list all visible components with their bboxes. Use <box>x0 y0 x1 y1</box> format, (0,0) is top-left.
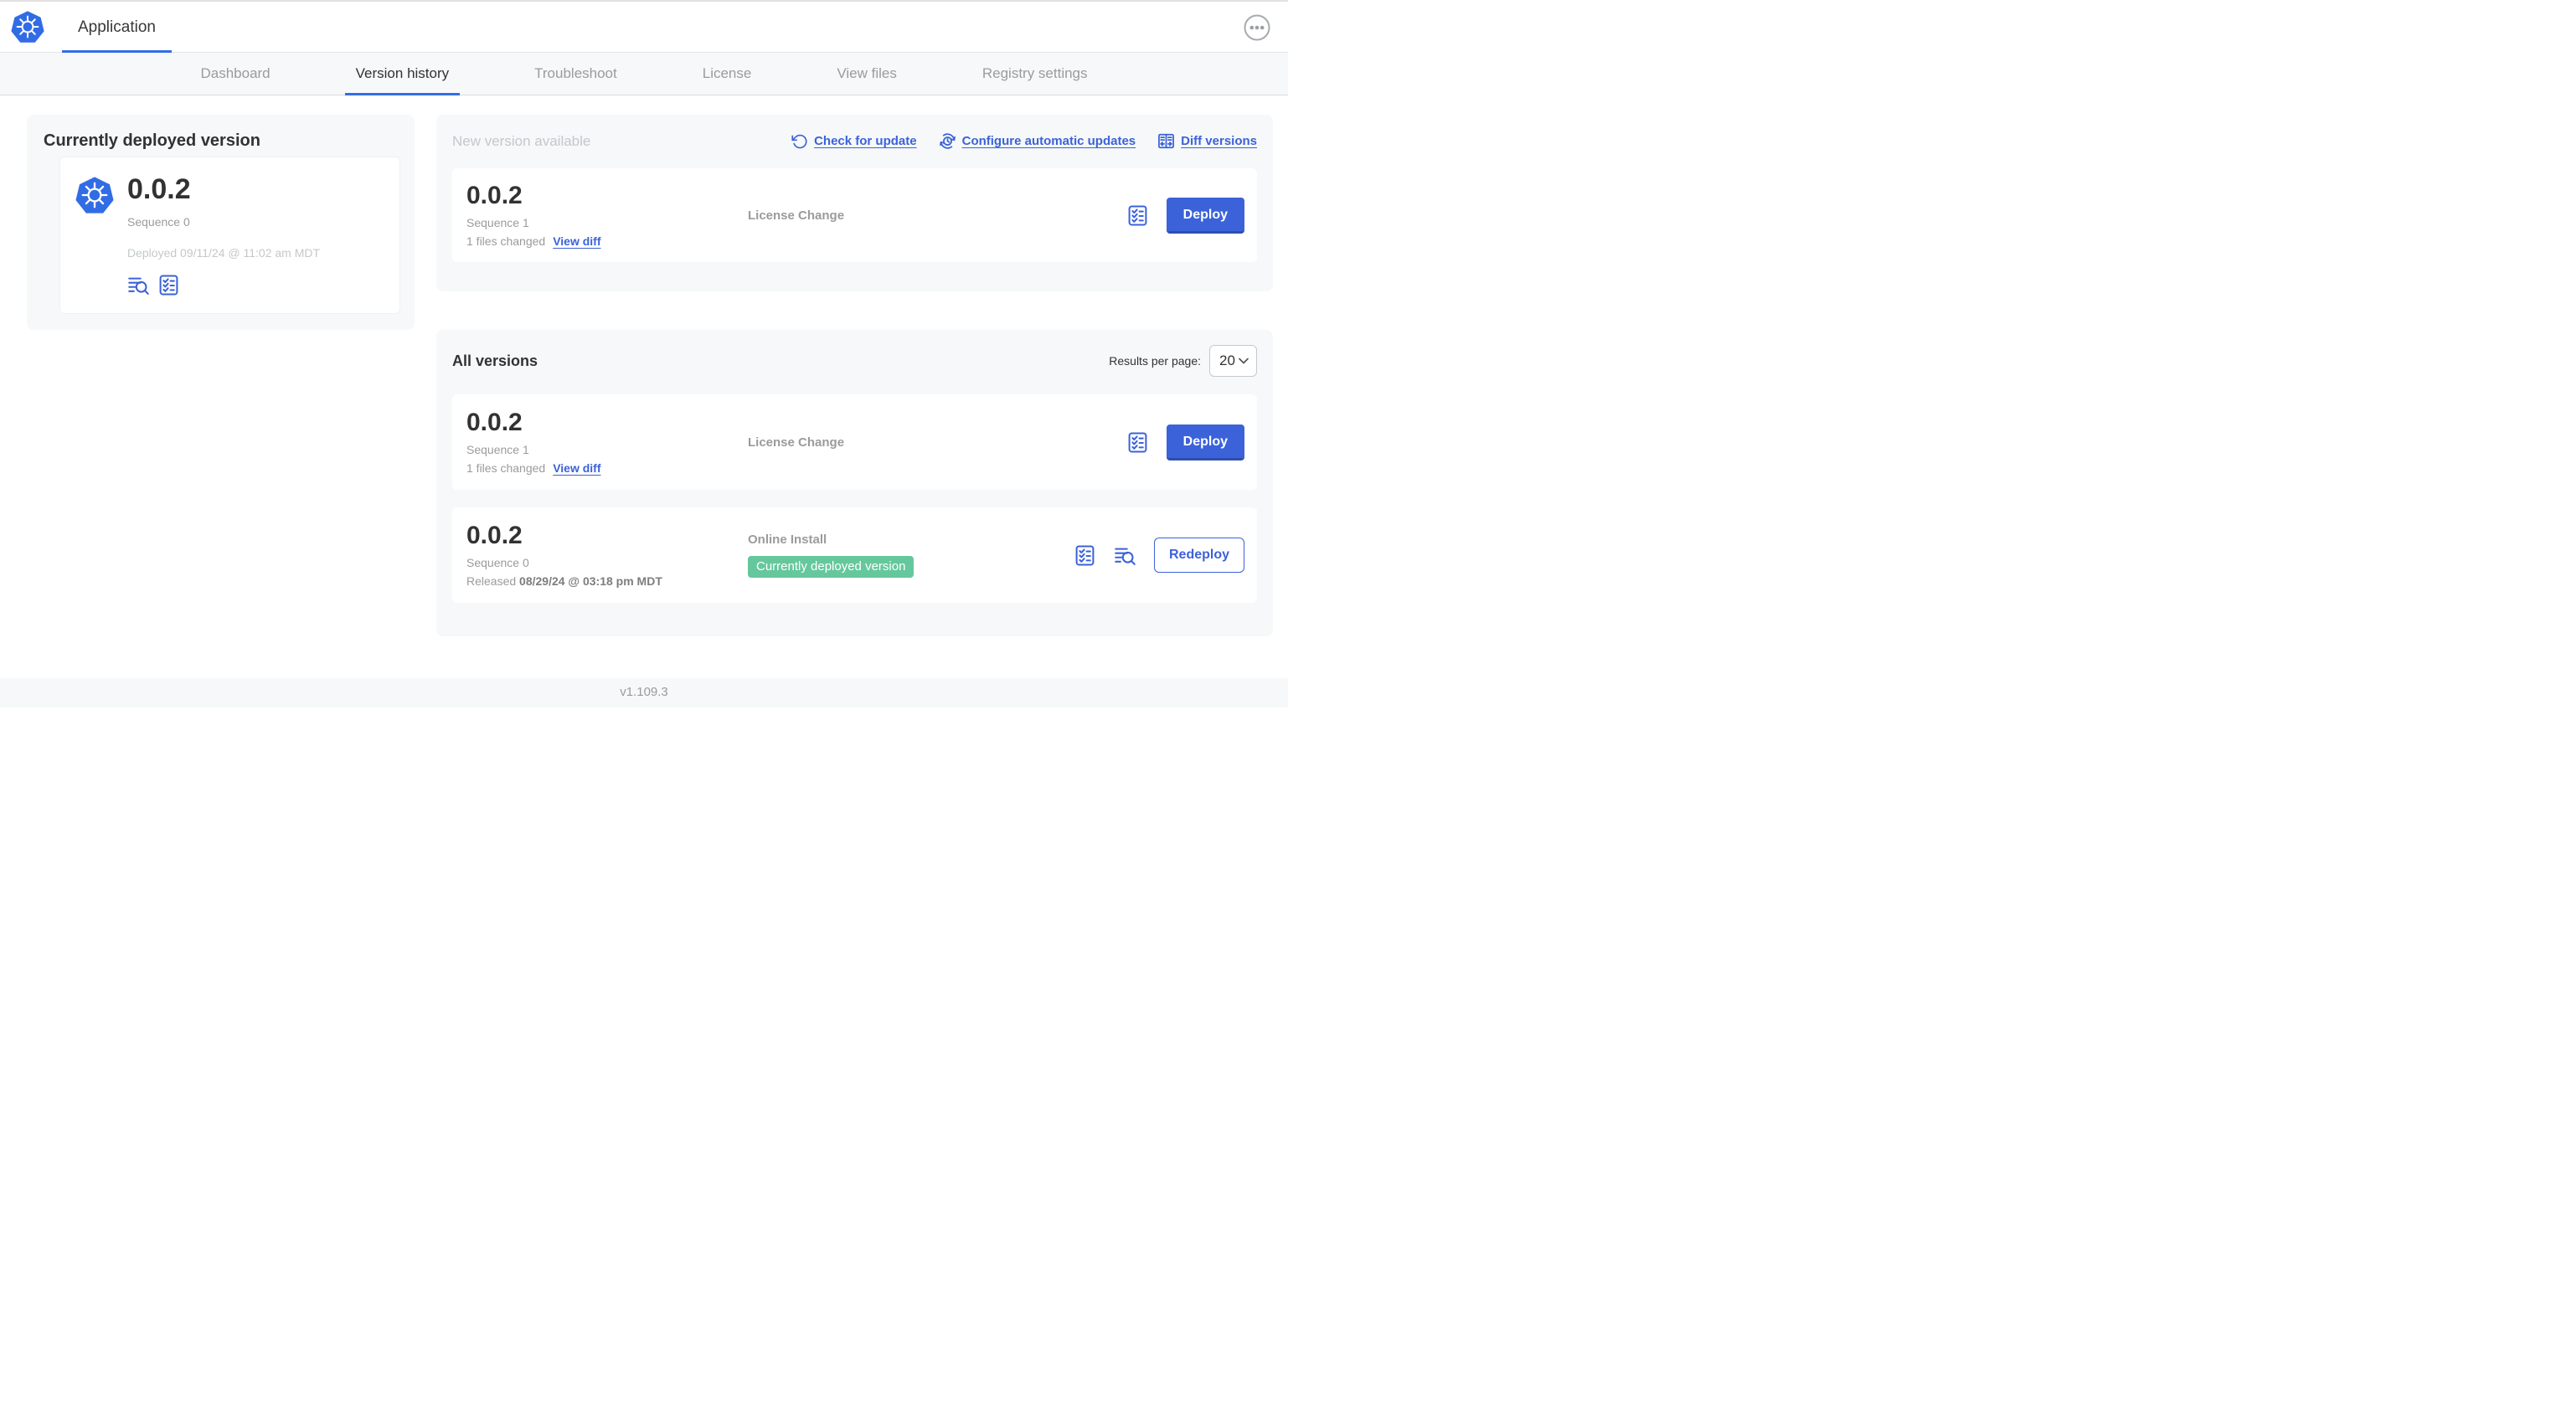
currently-deployed-title: Currently deployed version <box>44 131 260 150</box>
new-version-panel: New version available Check for update <box>436 115 1273 291</box>
currently-deployed-badge: Currently deployed version <box>748 556 914 578</box>
view-logs-icon-button[interactable] <box>1114 544 1136 567</box>
tab-registry-settings[interactable]: Registry settings <box>981 65 1088 81</box>
app-header: Application <box>0 0 1288 53</box>
version-number: 0.0.2 <box>466 409 523 436</box>
release-source-label: License Change <box>748 208 845 223</box>
version-number: 0.0.2 <box>466 182 523 209</box>
checklist-icon <box>1128 204 1147 226</box>
diff-icon <box>1158 133 1175 149</box>
checklist-icon <box>159 275 178 296</box>
app-subnav: Dashboard Version history Troubleshoot L… <box>0 53 1288 95</box>
version-number: 0.0.2 <box>466 522 523 549</box>
tab-troubleshoot[interactable]: Troubleshoot <box>534 65 617 81</box>
kubernetes-logo-icon <box>11 11 44 43</box>
app-title-active-underline <box>62 50 172 53</box>
currently-deployed-panel: Currently deployed version 0.0.2 <box>27 115 415 330</box>
released-timestamp: Released 08/29/24 @ 03:18 pm MDT <box>466 574 662 588</box>
sequence-label: Sequence 0 <box>466 556 529 569</box>
sequence-label: Sequence 1 <box>466 443 529 456</box>
checklist-icon <box>1075 544 1095 566</box>
diff-versions-link[interactable]: Diff versions <box>1157 132 1257 150</box>
tab-dashboard[interactable]: Dashboard <box>200 65 270 81</box>
preflight-checks-icon-button[interactable] <box>1126 204 1149 227</box>
preflight-checks-icon-button[interactable] <box>1074 544 1096 567</box>
all-versions-title: All versions <box>452 352 538 369</box>
tab-license[interactable]: License <box>702 65 752 81</box>
overflow-menu-button[interactable] <box>1244 14 1270 41</box>
preflight-checks-icon-button[interactable] <box>1126 431 1149 454</box>
ellipsis-icon <box>1244 14 1270 41</box>
version-row: 0.0.2 Sequence 0 Released 08/29/24 @ 03:… <box>452 507 1257 603</box>
files-changed-label: 1 files changed <box>466 461 546 475</box>
kubernetes-app-icon <box>75 177 114 214</box>
tab-view-files[interactable]: View files <box>837 65 897 81</box>
redeploy-button[interactable]: Redeploy <box>1153 538 1244 573</box>
logs-icon <box>128 277 149 295</box>
tab-version-history[interactable]: Version history <box>344 53 461 95</box>
view-logs-icon-button[interactable] <box>127 274 150 296</box>
view-diff-link[interactable]: View diff <box>553 234 601 248</box>
deploy-button[interactable]: Deploy <box>1166 197 1244 234</box>
console-footer: v1.109.3 <box>0 678 1288 708</box>
kots-admin-console: Application Dashboard Version history Tr… <box>0 0 1288 708</box>
results-per-page-label: Results per page: <box>1109 354 1201 368</box>
console-version: v1.109.3 <box>620 685 668 699</box>
all-versions-panel: All versions Results per page: 20 0.0.2 … <box>436 330 1273 636</box>
deployed-version-card: 0.0.2 Sequence 0 Deployed 09/11/24 @ 11:… <box>59 157 400 314</box>
configure-automatic-updates-link[interactable]: Configure automatic updates <box>939 132 1136 150</box>
deployed-version-number: 0.0.2 <box>127 173 191 205</box>
refresh-icon <box>791 134 807 148</box>
results-per-page-value: 20 <box>1219 352 1235 368</box>
release-source-label: License Change <box>748 435 845 450</box>
new-version-label: New version available <box>452 132 591 149</box>
app-title: Application <box>78 18 156 36</box>
results-per-page-select[interactable]: 20 <box>1209 345 1257 377</box>
deployed-timestamp: Deployed 09/11/24 @ 11:02 am MDT <box>127 246 321 260</box>
preflight-checks-icon-button[interactable] <box>157 274 180 296</box>
checklist-icon <box>1128 431 1147 453</box>
view-diff-link[interactable]: View diff <box>553 461 601 475</box>
version-row: 0.0.2 Sequence 1 1 files changed View dif… <box>452 394 1257 490</box>
deploy-button[interactable]: Deploy <box>1166 424 1244 461</box>
new-version-row: 0.0.2 Sequence 1 1 files changed View dif… <box>452 168 1257 262</box>
clock-refresh-icon <box>939 133 956 149</box>
deployed-sequence-label: Sequence 0 <box>127 215 190 229</box>
logs-icon <box>1115 548 1136 565</box>
check-for-update-link[interactable]: Check for update <box>791 133 917 150</box>
sequence-label: Sequence 1 <box>466 216 529 229</box>
chevron-down-icon <box>1239 358 1249 364</box>
files-changed-label: 1 files changed <box>466 234 546 248</box>
release-source-label: Online Install <box>748 533 827 547</box>
